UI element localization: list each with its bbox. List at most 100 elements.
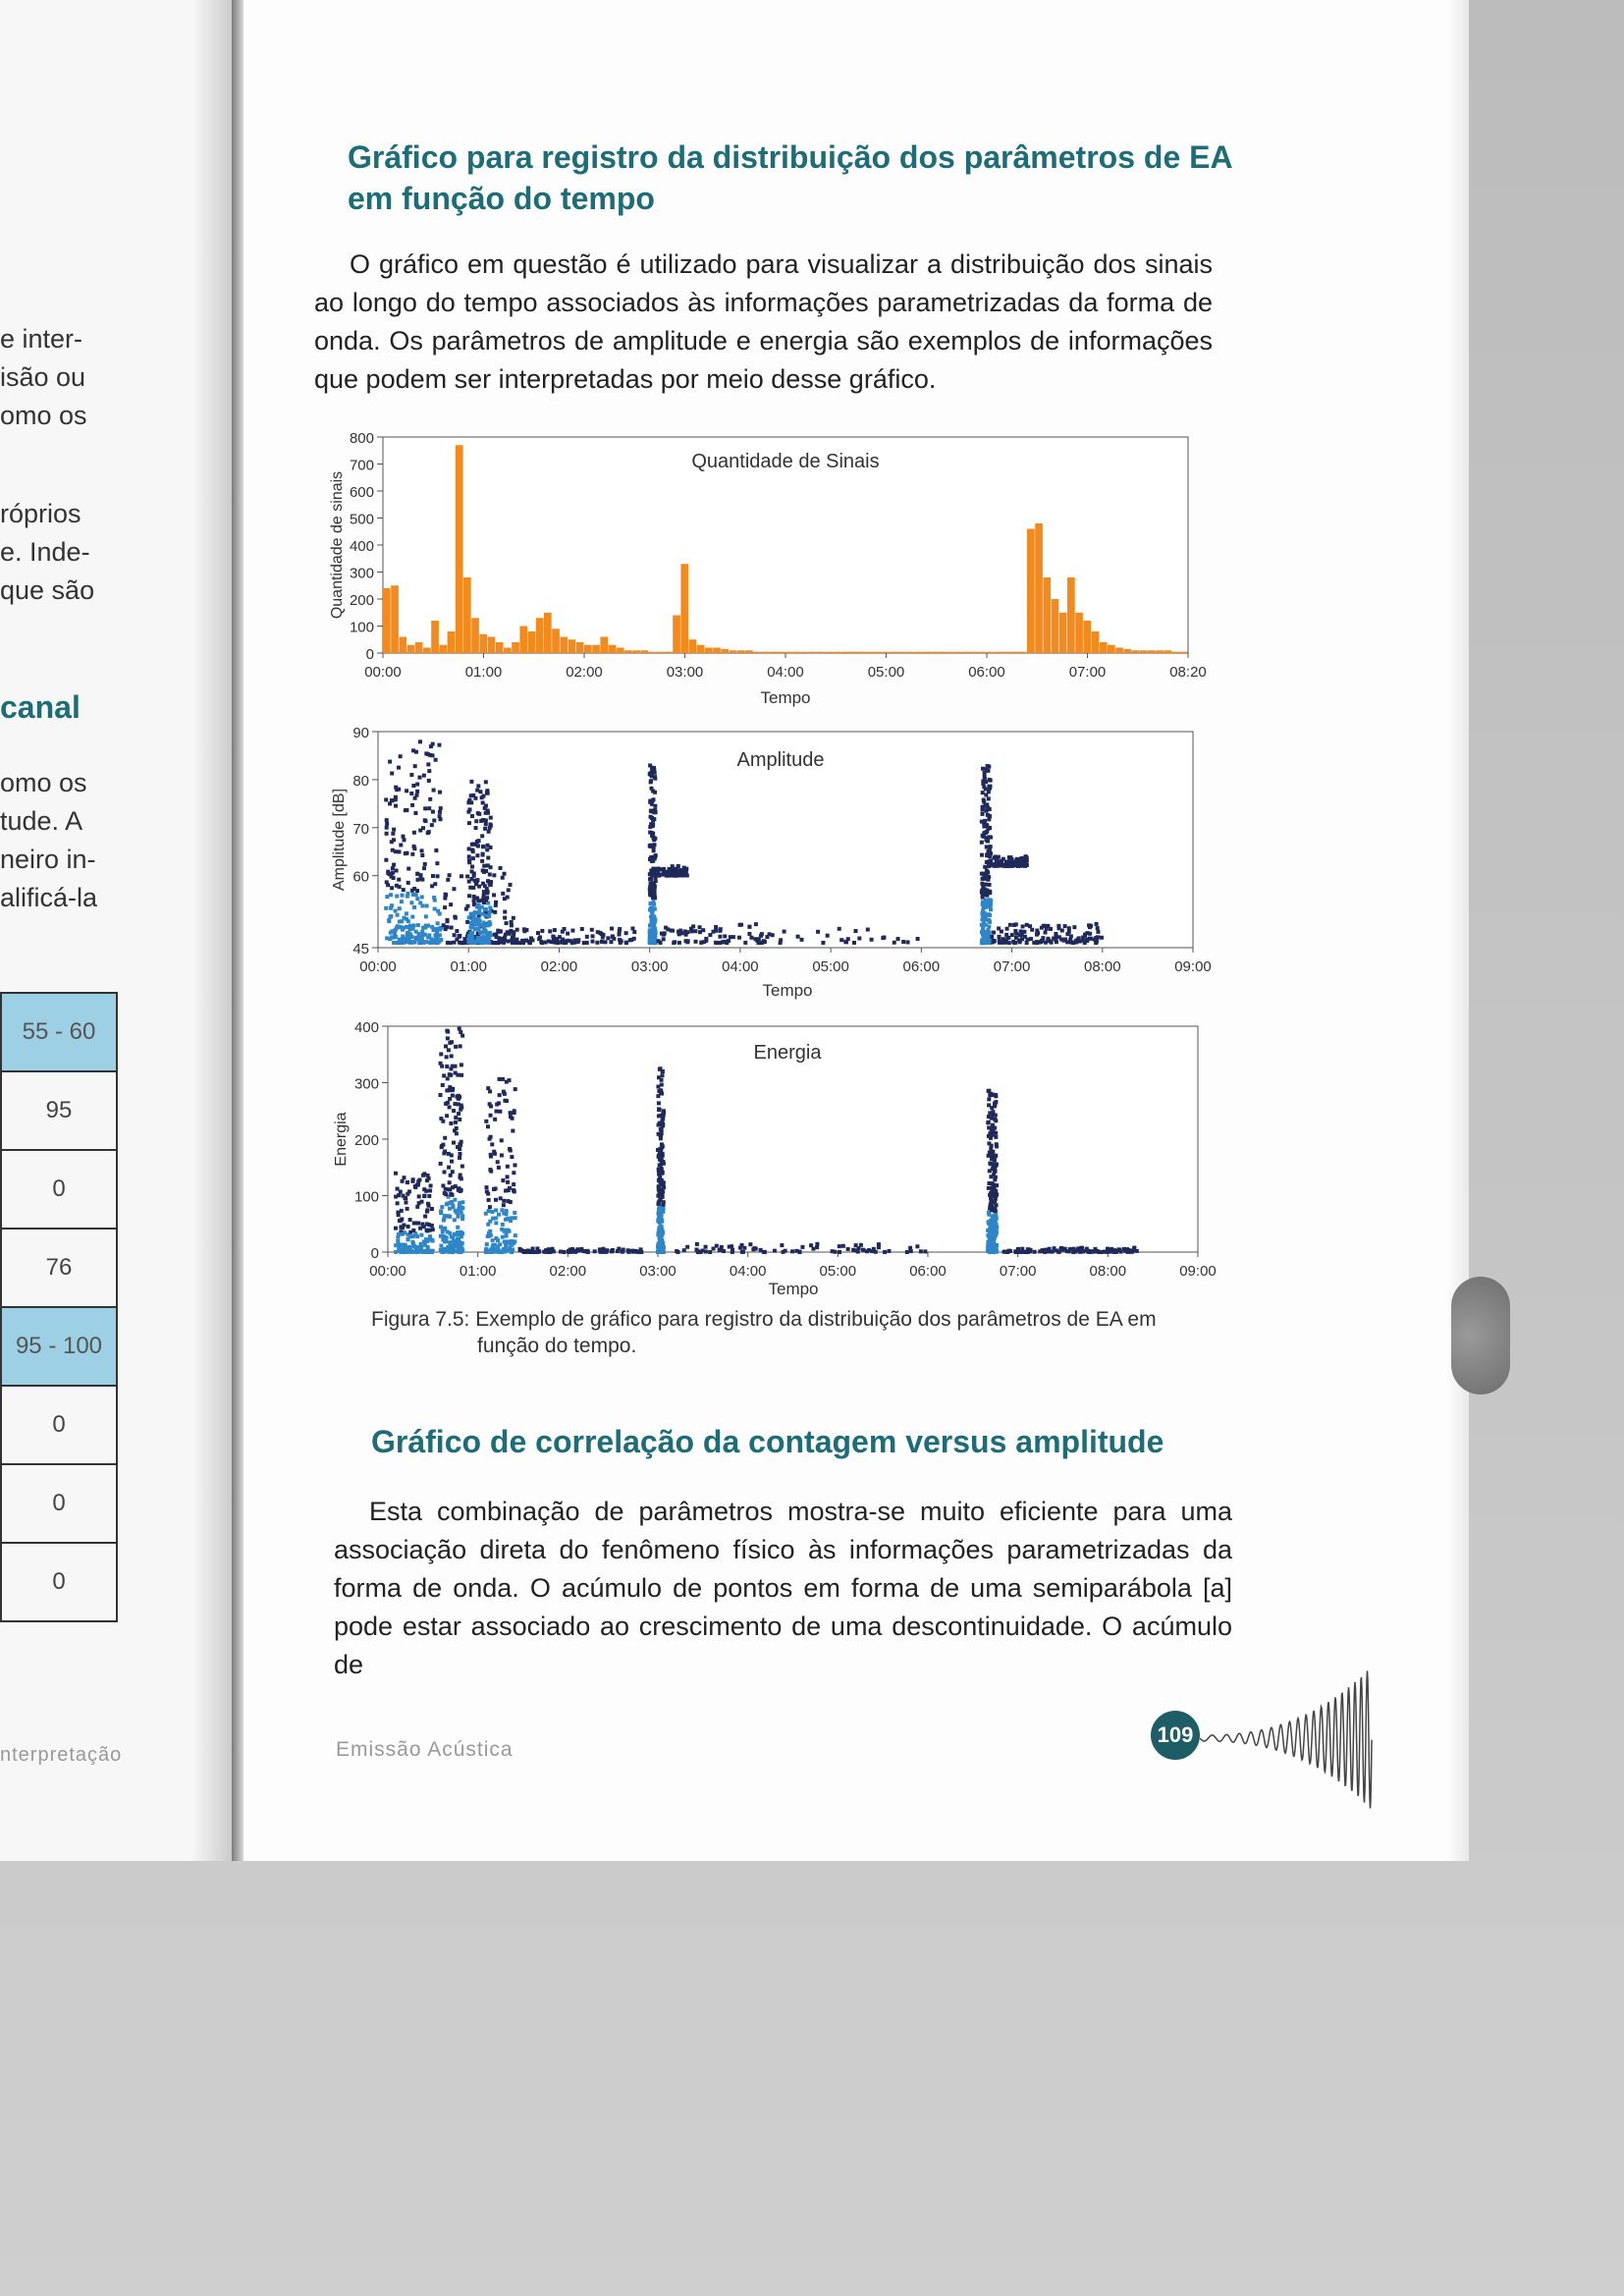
scatter-point <box>562 926 567 931</box>
scatter-point <box>656 1084 661 1089</box>
scatter-point <box>448 1240 453 1245</box>
scatter-point <box>1081 935 1086 940</box>
scatter-point <box>659 1156 664 1161</box>
scatter-point <box>494 932 499 937</box>
scatter-point <box>423 1214 428 1219</box>
scatter-point <box>1035 931 1040 936</box>
bar <box>544 612 552 653</box>
scatter-point <box>981 900 986 904</box>
scatter-point <box>660 1219 665 1224</box>
bar <box>1083 621 1092 653</box>
scatter-point <box>1032 940 1037 945</box>
scatter-point <box>504 1209 509 1214</box>
scatter-point <box>651 866 656 871</box>
scatter-point <box>570 928 575 933</box>
scatter-point <box>730 1244 734 1249</box>
scatter-point <box>399 1230 404 1234</box>
scatter-point <box>979 819 984 824</box>
scatter-point <box>418 901 423 905</box>
scatter-point <box>471 873 476 878</box>
scatter-point <box>652 919 657 924</box>
scatter-point <box>388 801 393 806</box>
scatter-point <box>449 925 454 930</box>
scatter-point <box>511 940 515 945</box>
scatter-point <box>423 925 428 930</box>
scatter-point <box>400 1226 405 1230</box>
scatter-point <box>983 916 988 921</box>
scatter-point <box>652 917 657 922</box>
scatter-point <box>482 805 487 810</box>
scatter-point <box>1085 931 1090 936</box>
scatter-point <box>503 1098 508 1103</box>
scatter-point <box>994 861 999 866</box>
scatter-point <box>772 1248 777 1253</box>
scatter-point <box>446 877 451 882</box>
scatter-point <box>990 1185 995 1190</box>
scatter-point <box>416 1201 421 1206</box>
x-tick-label: 05:00 <box>868 664 905 681</box>
scatter-point <box>683 932 688 937</box>
scatter-point <box>397 849 402 854</box>
bar <box>696 644 705 653</box>
scatter-point <box>617 1246 622 1251</box>
scatter-point <box>990 1106 995 1111</box>
scatter-point <box>629 1248 634 1253</box>
scatter-point <box>450 1192 455 1197</box>
scatter-point <box>981 766 986 771</box>
scatter-point <box>511 915 515 920</box>
scatter-point <box>494 1221 499 1226</box>
scatter-point <box>1016 938 1021 943</box>
scatter-point <box>442 1216 447 1221</box>
book-spine <box>232 0 244 1861</box>
scatter-point <box>765 935 770 940</box>
scatter-point <box>482 939 487 944</box>
scatter-point <box>990 1245 995 1250</box>
scatter-point <box>895 937 900 942</box>
scatter-point <box>395 788 400 793</box>
scatter-point <box>455 1094 460 1099</box>
scatter-point <box>987 815 992 820</box>
scatter-point <box>630 926 635 931</box>
scatter-point <box>457 1026 461 1031</box>
scatter-point <box>422 861 427 866</box>
bar <box>391 585 399 653</box>
scatter-point <box>448 941 453 946</box>
scatter-point <box>662 869 667 874</box>
scatter-point <box>513 1087 517 1092</box>
scatter-point <box>448 1230 453 1235</box>
scatter-point <box>504 1233 509 1238</box>
scatter-point <box>496 1238 501 1243</box>
scatter-point <box>448 1206 453 1211</box>
scatter-point <box>853 1248 858 1253</box>
scatter-point <box>883 1249 888 1254</box>
scatter-point <box>1006 1248 1011 1253</box>
scatter-point <box>693 939 698 944</box>
scatter-point <box>409 772 414 777</box>
scatter-point <box>510 1216 514 1221</box>
scatter-point <box>406 1225 410 1230</box>
scatter-point <box>983 787 988 792</box>
scatter-point <box>453 1197 458 1202</box>
scatter-point <box>908 1245 913 1250</box>
scatter-point <box>409 934 414 939</box>
left-page: e inter- isão ou omo os róprios e. Inde-… <box>0 0 232 1861</box>
scatter-point <box>473 940 478 945</box>
scatter-point <box>815 1245 820 1250</box>
scatter-point <box>783 1248 787 1253</box>
scatter-point <box>994 1119 999 1123</box>
scatter-point <box>484 868 489 873</box>
scatter-point <box>986 1088 991 1093</box>
scatter-point <box>447 1105 452 1110</box>
scatter-point <box>490 1238 495 1243</box>
scatter-point <box>497 929 502 934</box>
scatter-point <box>443 892 448 897</box>
scatter-point <box>421 1239 426 1244</box>
scatter-point <box>1099 1249 1104 1254</box>
scatter-point <box>432 906 437 911</box>
scatter-point <box>401 834 406 839</box>
scatter-point <box>980 791 985 795</box>
scatter-point <box>427 769 432 774</box>
scatter-point <box>468 793 473 798</box>
scatter-point <box>986 1243 991 1248</box>
scatter-point <box>444 1101 449 1106</box>
